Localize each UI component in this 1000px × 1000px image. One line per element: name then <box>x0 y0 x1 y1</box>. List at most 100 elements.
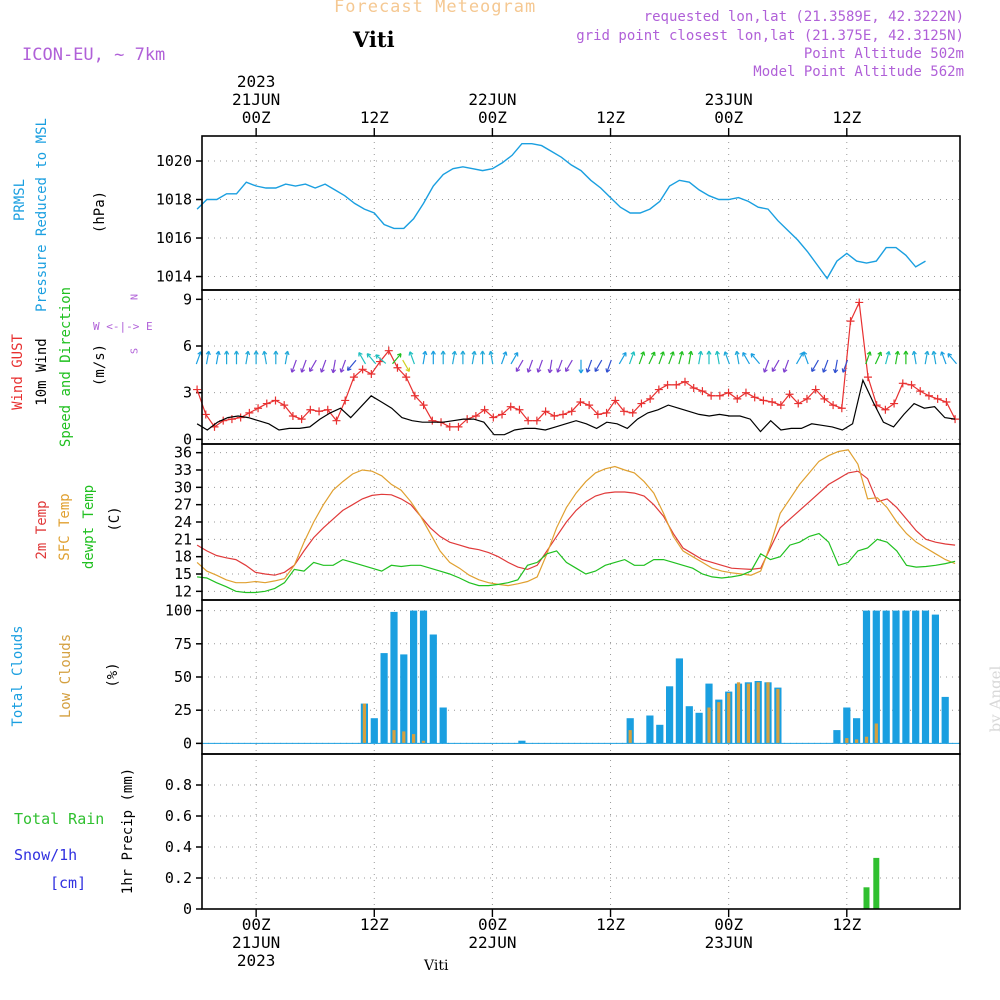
wind-arrow <box>451 350 457 365</box>
wind-arrow <box>408 351 415 365</box>
gust-marker <box>759 396 768 405</box>
wind-arrow <box>802 351 809 365</box>
gust-marker <box>890 399 899 408</box>
bottom-time-label: 12Z <box>832 915 861 934</box>
wind-arrow <box>762 359 770 373</box>
low-clouds-bar <box>421 740 426 744</box>
gust-marker <box>201 410 210 419</box>
gust-marker <box>576 398 585 406</box>
sfc-temp-line <box>196 449 956 587</box>
y-tick-label: 75 <box>174 635 192 653</box>
total-clouds-bar <box>666 686 674 744</box>
wind-arrow <box>565 359 573 373</box>
gust-marker <box>341 396 350 405</box>
gust-marker <box>349 373 358 382</box>
total-clouds-bar <box>518 740 526 744</box>
y-tick-label: 21 <box>174 530 192 548</box>
dewpt-line <box>197 532 956 594</box>
gust-marker <box>916 387 925 396</box>
rain-label: Total Rain <box>14 810 105 828</box>
wind-arrow <box>471 350 477 365</box>
total-clouds-bar <box>685 706 693 744</box>
y-tick-label: 0.2 <box>165 869 192 887</box>
gust-marker <box>280 401 289 410</box>
gust-marker <box>820 394 829 403</box>
wind-arrow <box>668 351 675 365</box>
point-altitude: Point Altitude 502m <box>803 46 964 62</box>
low-clouds-bar <box>402 731 406 744</box>
wind-arrow <box>865 351 872 365</box>
low-clouds-bar <box>874 723 878 744</box>
y-tick-label: 6 <box>183 337 192 355</box>
gust-marker <box>829 401 838 410</box>
wind-arrow <box>479 350 486 365</box>
location-name: Viti <box>353 27 395 52</box>
wind-arrow <box>245 350 251 365</box>
wind-arrow <box>658 351 665 365</box>
wind-arrow <box>734 350 740 365</box>
bottom-time-label: 22JUN <box>468 933 516 952</box>
gust-marker <box>297 415 306 424</box>
wind-arrow <box>578 359 584 374</box>
wind-arrow <box>223 350 230 365</box>
y-tick-label: 1016 <box>156 229 192 247</box>
wind-arrow <box>688 350 694 365</box>
y-tick-label: 1018 <box>156 191 192 209</box>
y-tick-label: 0 <box>183 900 192 918</box>
y-tick-label: 0.4 <box>165 838 192 856</box>
wind-arrow <box>346 359 357 371</box>
top-time-label: 12Z <box>360 108 389 127</box>
y-tick-label: 50 <box>174 668 192 686</box>
gust-marker <box>707 391 716 400</box>
wind-arrow <box>697 350 704 365</box>
gust-marker <box>506 402 515 411</box>
wind-arrow <box>547 359 553 374</box>
y-tick-label: 1014 <box>156 268 192 286</box>
gust-marker <box>445 422 454 431</box>
low-clouds-bar <box>756 682 760 744</box>
gust-marker <box>524 416 533 425</box>
gust-marker <box>837 404 846 413</box>
gust-marker <box>654 385 663 394</box>
bottom-time-label: 12Z <box>360 915 389 934</box>
gust-marker <box>193 385 202 394</box>
gust-marker <box>454 422 463 431</box>
wind-line <box>196 378 956 436</box>
gust-marker <box>724 388 733 397</box>
wind-arrow <box>366 353 377 365</box>
pressure-line <box>196 142 926 280</box>
wind-arrow <box>253 350 259 365</box>
total-clouds-bar <box>902 610 910 744</box>
wind-panel: 0 3 6 9 <box>183 290 960 448</box>
wind-arrow <box>648 351 656 365</box>
gust-marker <box>498 410 507 419</box>
low-clouds-bar <box>717 702 721 744</box>
gust-marker <box>602 408 611 417</box>
wind-arrow <box>894 350 900 365</box>
wind-arrow <box>339 359 347 373</box>
gust-line <box>196 300 956 428</box>
top-time-label: 21JUN <box>232 90 280 109</box>
bottom-time-label: 23JUN <box>705 933 753 952</box>
gust-marker <box>802 394 811 403</box>
gust-marker <box>907 380 916 389</box>
total-clouds-bar <box>931 614 939 744</box>
wind-arrow <box>233 350 240 365</box>
y-tick-label: 0.6 <box>165 807 192 825</box>
gust-marker <box>794 399 803 408</box>
wind-arrow <box>771 359 780 373</box>
gust-marker <box>410 391 419 400</box>
bottom-time-label: 00Z <box>714 915 743 934</box>
low-clouds-bar <box>362 703 366 744</box>
wind-arrow <box>526 359 534 373</box>
total-clouds-bar <box>656 724 664 744</box>
gridpoint-coords: grid point closest lon,lat (21.375E, 42.… <box>576 28 964 44</box>
gust-marker <box>288 412 297 420</box>
gust-marker <box>306 405 315 414</box>
gust-marker <box>863 373 872 382</box>
y-tick-label: 0 <box>183 734 192 752</box>
wind-arrow <box>402 359 410 373</box>
bottom-time-label: 2023 <box>237 951 276 970</box>
gust-marker <box>811 385 820 394</box>
